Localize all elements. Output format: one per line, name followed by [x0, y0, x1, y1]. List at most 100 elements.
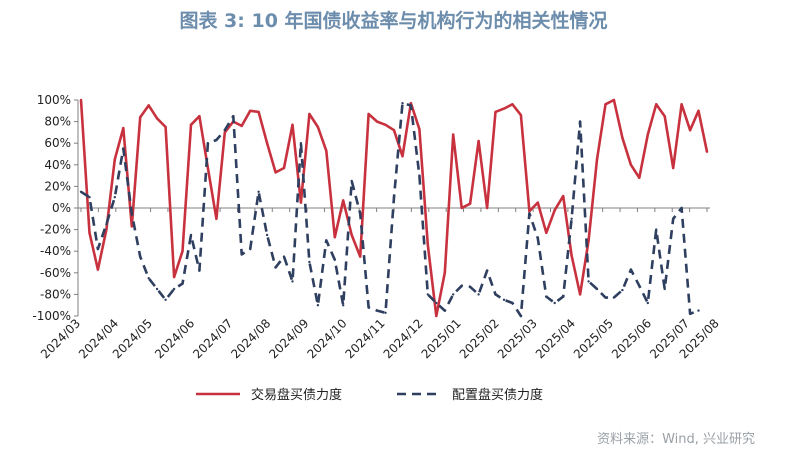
y-tick-label: -40%: [40, 244, 71, 258]
data-point: [528, 210, 531, 213]
data-point: [333, 258, 336, 261]
data-point: [494, 293, 497, 296]
data-point: [282, 166, 286, 170]
y-tick-label: 40%: [44, 158, 71, 172]
data-point: [249, 247, 252, 251]
y-tick-label: 20%: [44, 179, 71, 193]
data-point: [299, 201, 303, 204]
data-point: [578, 120, 582, 123]
data-point: [325, 149, 328, 152]
y-tick-label: 100%: [37, 93, 71, 107]
data-point: [655, 228, 658, 231]
data-point: [249, 109, 252, 113]
data-point: [688, 312, 692, 315]
data-point: [223, 129, 226, 132]
data-point: [215, 138, 218, 142]
data-point: [570, 254, 573, 257]
x-tick-label: 2025/03: [495, 316, 540, 361]
data-point: [122, 147, 125, 150]
data-point: [680, 206, 683, 210]
data-point: [502, 107, 506, 110]
data-point: [621, 136, 624, 139]
data-point: [502, 298, 506, 301]
data-point: [130, 212, 133, 215]
data-point: [291, 123, 294, 127]
data-point: [418, 128, 421, 131]
data-point: [375, 309, 379, 312]
data-point: [333, 236, 336, 239]
x-tick-label: 2024/06: [152, 316, 197, 361]
x-tick-label: 2025/05: [571, 316, 616, 361]
data-point: [164, 125, 167, 129]
data-point: [477, 139, 480, 143]
data-point: [435, 301, 438, 305]
data-point: [494, 110, 497, 114]
chart-legend: 交易盘买债力度 配置盘买债力度: [196, 387, 543, 403]
y-tick-label: 80%: [44, 115, 71, 129]
data-point: [460, 284, 463, 287]
data-point: [545, 295, 548, 298]
data-point: [147, 104, 150, 107]
data-point: [88, 231, 91, 234]
data-point: [375, 120, 379, 123]
data-point: [401, 102, 404, 105]
data-point: [291, 280, 294, 283]
data-point: [672, 166, 675, 170]
x-tick-label: 2024/09: [266, 316, 311, 361]
data-point: [155, 117, 159, 120]
data-point: [468, 202, 472, 205]
data-point: [206, 142, 210, 145]
data-point: [697, 309, 700, 312]
data-point: [164, 298, 167, 301]
data-point: [198, 269, 201, 272]
data-point: [265, 233, 269, 237]
x-tick-label: 2025/06: [609, 316, 654, 361]
data-point: [308, 112, 311, 116]
x-tick-label: 2024/11: [343, 316, 388, 361]
y-tick-label: -100%: [32, 309, 71, 323]
data-point: [477, 293, 480, 296]
data-point: [545, 231, 548, 234]
data-point: [342, 199, 345, 202]
data-point: [604, 296, 607, 299]
y-tick-label: -60%: [40, 266, 71, 280]
data-point: [316, 125, 320, 129]
data-point: [88, 196, 91, 199]
data-point: [392, 129, 396, 132]
data-point: [688, 129, 692, 132]
data-point: [257, 110, 260, 114]
data-point: [274, 171, 277, 174]
data-point: [443, 309, 446, 312]
data-point: [189, 233, 193, 237]
data-point: [680, 103, 683, 106]
data-point: [265, 142, 269, 145]
legend-label: 交易盘买债力度: [251, 387, 342, 403]
data-point: [384, 123, 387, 127]
data-point: [223, 131, 226, 134]
data-point: [105, 228, 108, 231]
data-point: [367, 306, 370, 309]
data-point: [257, 190, 260, 193]
data-point: [274, 266, 277, 269]
data-point: [105, 223, 108, 226]
data-point: [519, 314, 523, 318]
data-point: [198, 115, 201, 118]
data-point: [578, 293, 582, 296]
data-point: [147, 277, 150, 280]
data-point: [172, 287, 176, 291]
chart-title: 图表 3: 10 年国债收益率与机构行为的相关性情况: [179, 10, 608, 32]
data-point: [232, 115, 235, 118]
data-point: [308, 260, 311, 264]
data-point: [282, 255, 286, 258]
data-point: [562, 194, 565, 198]
x-tick-label: 2024/10: [304, 316, 349, 361]
x-tick-label: 2024/07: [190, 316, 235, 361]
series-line-allocation: [80, 101, 699, 318]
data-point: [172, 275, 176, 279]
data-point: [96, 268, 100, 271]
data-point: [621, 288, 624, 292]
data-point: [316, 304, 320, 307]
data-point: [418, 174, 421, 177]
data-point: [604, 103, 607, 106]
data-point: [350, 179, 353, 183]
